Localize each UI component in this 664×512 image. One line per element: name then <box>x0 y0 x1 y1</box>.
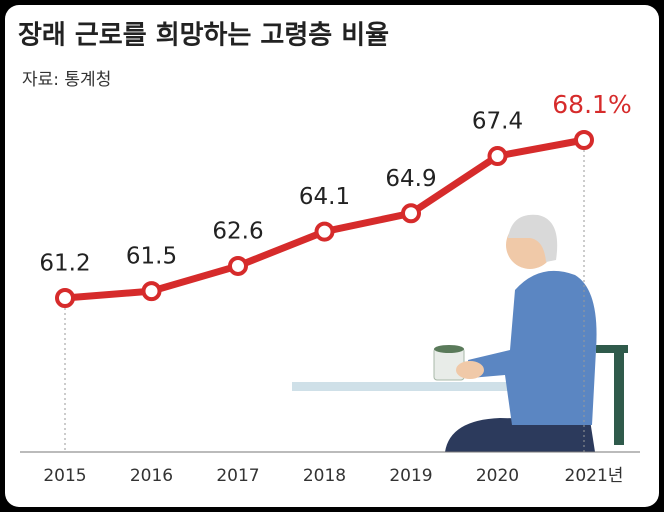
x-tick-label: 2018 <box>303 466 346 486</box>
point <box>314 221 335 242</box>
value-label: 61.2 <box>39 251 90 277</box>
value-label: 68.1% <box>552 90 631 119</box>
point <box>401 203 421 224</box>
value-label: 62.6 <box>212 218 263 244</box>
point <box>141 281 162 302</box>
x-tick-label: 2017 <box>216 466 259 486</box>
point <box>55 288 75 308</box>
x-tick-label: 2021년 <box>565 466 624 486</box>
value-label: 64.9 <box>385 166 436 192</box>
chart-title: 장래 근로를 희망하는 고령층 비율 <box>18 21 389 51</box>
x-tick-label: 2015 <box>43 466 86 486</box>
point <box>487 146 508 167</box>
value-label: 67.4 <box>472 109 523 135</box>
panel <box>5 5 659 507</box>
x-tick-label: 2016 <box>130 466 173 486</box>
illustration <box>292 214 628 452</box>
x-tick-label: 2020 <box>476 466 519 486</box>
value-label: 61.5 <box>126 244 177 270</box>
point <box>574 130 594 150</box>
point <box>228 255 248 276</box>
x-tick-label: 2019 <box>389 466 432 486</box>
source: 자료: 통계청 <box>22 70 111 90</box>
value-label: 64.1 <box>299 184 350 210</box>
